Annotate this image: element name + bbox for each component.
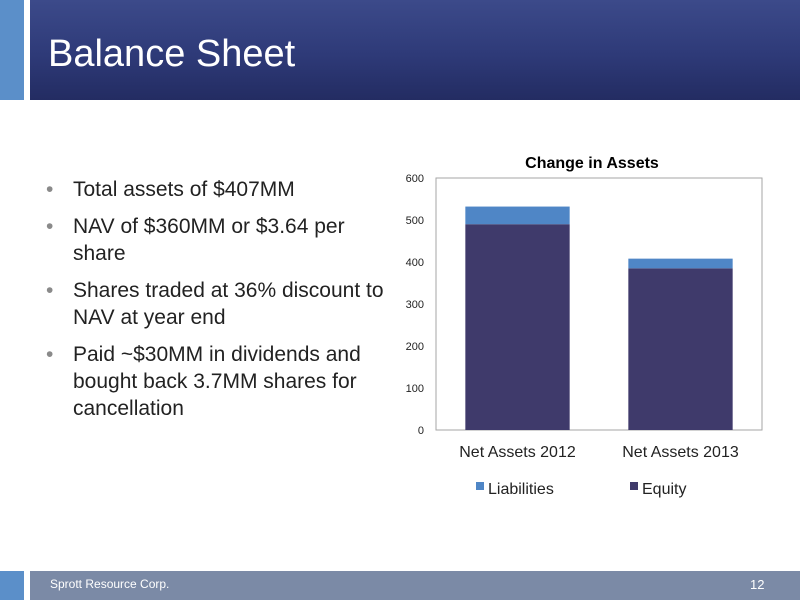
legend-label: Liabilities <box>488 481 554 498</box>
bar-liabilities <box>465 206 570 225</box>
bar-equity <box>465 224 570 430</box>
y-tick-label: 100 <box>406 383 424 395</box>
footer-band <box>30 571 800 600</box>
bar-equity <box>628 268 733 430</box>
bullet-text: Paid ~$30MM in dividends and bought back… <box>73 343 361 420</box>
bullet-dot-icon: • <box>46 279 54 302</box>
y-tick-label: 600 <box>406 173 424 185</box>
bullet-text: Shares traded at 36% discount to NAV at … <box>73 279 384 329</box>
bullet-list: • Total assets of $407MM • NAV of $360MM o… <box>46 176 386 432</box>
legend-swatch-equity <box>630 482 638 490</box>
plot-area <box>435 177 763 431</box>
legend-label: Equity <box>642 481 686 498</box>
bullet-item: • Paid ~$30MM in dividends and bought bac… <box>46 341 386 422</box>
x-tick-label: Net Assets 2012 <box>459 444 576 461</box>
y-tick-label: 500 <box>406 215 424 227</box>
y-tick-label: 300 <box>406 299 424 311</box>
header-accent-bar <box>0 0 24 100</box>
footer-accent-bar <box>0 571 24 600</box>
y-tick-label: 400 <box>406 257 424 269</box>
bullet-item: • NAV of $360MM or $3.64 per share <box>46 213 386 267</box>
bullet-item: • Total assets of $407MM <box>46 176 386 203</box>
bullet-text: NAV of $360MM or $3.64 per share <box>73 215 345 265</box>
y-tick-label: 200 <box>406 341 424 353</box>
bullet-dot-icon: • <box>46 215 54 238</box>
page-number: 12 <box>750 577 765 592</box>
chart-title: Change in Assets <box>525 155 659 172</box>
legend-swatch-liabilities <box>476 482 484 490</box>
header: Balance Sheet <box>0 0 800 100</box>
bullet-text: Total assets of $407MM <box>73 178 295 201</box>
header-band <box>30 0 800 100</box>
change-in-assets-chart: Change in Assets 0 100 200 300 400 500 600 Net A… <box>406 155 763 498</box>
footer-company: Sprott Resource Corp. <box>50 577 170 591</box>
bar-liabilities <box>628 258 733 269</box>
x-tick-label: Net Assets 2013 <box>622 444 739 461</box>
slide-title: Balance Sheet <box>48 33 296 75</box>
bullet-dot-icon: • <box>46 178 54 201</box>
bullet-dot-icon: • <box>46 343 54 366</box>
y-tick-label: 0 <box>418 425 424 437</box>
bullet-item: • Shares traded at 36% discount to NAV at… <box>46 277 386 331</box>
